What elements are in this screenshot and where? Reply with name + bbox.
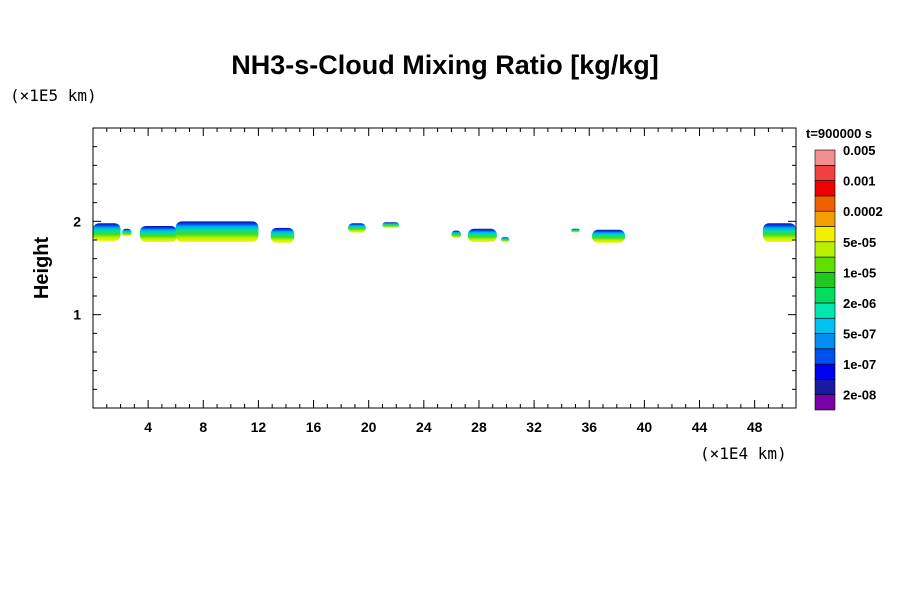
x-axis-unit: (×1E4 km) — [700, 444, 787, 463]
colorbar-swatch — [814, 363, 836, 380]
cloud-patch — [762, 223, 796, 242]
colorbar-swatch — [814, 195, 836, 212]
colorbar-swatch — [814, 272, 836, 288]
colorbar-swatch — [814, 164, 836, 181]
plot-frame — [92, 127, 797, 409]
y-tick-label: 1 — [73, 307, 81, 323]
y-axis-label: Height — [31, 237, 53, 300]
cloud-patch — [93, 223, 121, 241]
cloud-patch — [139, 226, 178, 242]
cloud-patch — [175, 221, 259, 242]
colorbar-label: 0.0002 — [843, 204, 883, 219]
x-tick-label: 4 — [144, 419, 152, 435]
colorbar-swatch — [814, 317, 836, 334]
colorbar-label: 1e-07 — [843, 357, 876, 372]
cloud-patch — [348, 223, 366, 233]
colorbar-label: 2e-08 — [843, 388, 876, 403]
colorbar-swatch — [814, 287, 836, 304]
colorbar-label: 5e-05 — [843, 235, 876, 250]
colorbar-swatch — [814, 379, 836, 396]
x-tick-label: 48 — [747, 419, 763, 435]
colorbar-swatch — [814, 256, 836, 273]
cloud-patch — [501, 237, 510, 242]
cloud-patch — [270, 227, 295, 243]
colorbar-swatch — [814, 348, 836, 365]
colorbar-label: 0.001 — [843, 174, 876, 189]
colorbar-label: 1e-05 — [843, 265, 876, 280]
colorbar-label: 0.005 — [843, 143, 876, 158]
cloud-field — [93, 221, 796, 243]
x-tick-label: 16 — [306, 419, 322, 435]
cloud-patch — [467, 228, 497, 242]
colorbar-label: 5e-07 — [843, 327, 876, 342]
colorbar-swatch — [814, 226, 836, 243]
x-tick-label: 32 — [526, 419, 542, 435]
x-tick-label: 28 — [471, 419, 487, 435]
cloud-patch — [121, 228, 132, 237]
cloud-patch — [451, 230, 462, 239]
x-tick-label: 12 — [251, 419, 267, 435]
x-tick-label: 20 — [361, 419, 377, 435]
cloud-patch — [571, 228, 580, 233]
chart-title: NH3-s-Cloud Mixing Ratio [kg/kg] — [231, 50, 659, 80]
x-tick-label: 40 — [637, 419, 653, 435]
colorbar-swatch — [814, 302, 836, 319]
time-label: t=900000 s — [806, 126, 872, 141]
x-tick-label: 8 — [199, 419, 207, 435]
colorbar: 2e-08 1e-07 5e-07 2e-06 1e-05 5e-05 0.0002 0.00… — [814, 143, 883, 411]
x-tick-label: 36 — [581, 419, 597, 435]
colorbar-swatch — [814, 333, 836, 350]
x-tick-label: 24 — [416, 419, 432, 435]
colorbar-swatch — [814, 394, 836, 411]
colorbar-swatch — [814, 149, 836, 166]
x-tick-label: 44 — [692, 419, 708, 435]
cloud-patch — [591, 229, 626, 243]
y-axis-unit: (×1E5 km) — [10, 86, 97, 105]
cloud-patch — [382, 222, 400, 228]
colorbar-swatch — [814, 180, 836, 197]
colorbar-label: 2e-06 — [843, 296, 876, 311]
y-tick-label: 2 — [73, 213, 81, 229]
colorbar-swatch — [814, 210, 836, 227]
colorbar-swatch — [814, 241, 836, 258]
